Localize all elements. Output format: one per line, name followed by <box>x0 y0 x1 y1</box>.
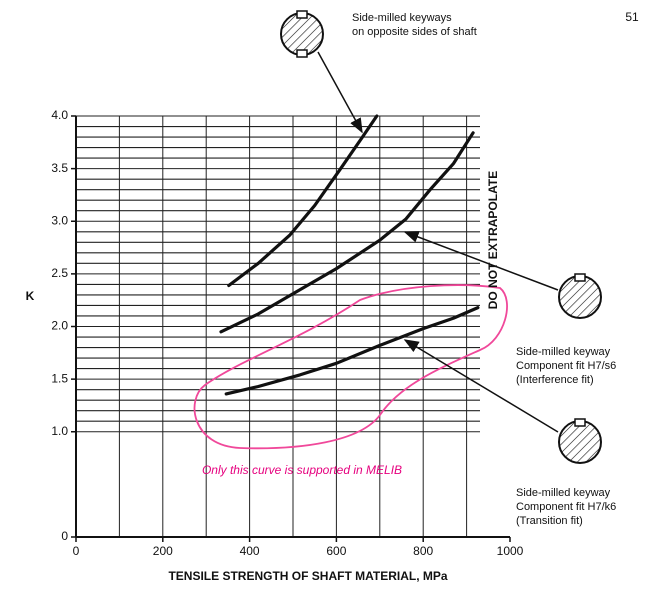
y-tick-label: 3.0 <box>51 213 68 227</box>
y-tick-label: 0 <box>61 529 68 543</box>
y-axis-label: K <box>26 289 35 303</box>
annotation: Component fit H7/k6 <box>516 501 616 513</box>
annotation: Side-milled keyways <box>352 12 452 24</box>
plot-area: 0 200 400 600 800 1000 0 1.0 1.5 2.0 2.5 3.0 3.5 4.0 <box>51 108 523 558</box>
annotation: Side-milled keyway <box>516 346 611 358</box>
arrow <box>403 339 559 433</box>
y-tick-label: 1.0 <box>51 424 68 438</box>
y-tick-label: 4.0 <box>51 108 68 122</box>
keyway-icon <box>558 273 602 319</box>
annotation: (Transition fit) <box>516 515 583 527</box>
x-tick-label: 0 <box>73 544 80 558</box>
annotation: Only this curve is supported in MELIB <box>202 463 402 477</box>
annotation: on opposite sides of shaft <box>352 26 477 38</box>
curve <box>227 114 379 288</box>
highlight-outline <box>193 284 508 450</box>
y-tick-label: 3.5 <box>51 161 68 175</box>
annotation: Side-milled keyway <box>516 487 611 499</box>
x-tick-label: 800 <box>413 544 433 558</box>
curve <box>219 131 475 334</box>
keyway-icon <box>280 10 324 58</box>
annotation: DO NOT EXTRAPOLATE <box>486 171 500 309</box>
y-tick-label: 2.0 <box>51 319 68 333</box>
x-tick-label: 400 <box>240 544 260 558</box>
keyway-icon <box>558 418 602 464</box>
y-tick-label: 1.5 <box>51 371 68 385</box>
y-tick-label: 2.5 <box>51 266 68 280</box>
annotation: (Interference fit) <box>516 374 594 386</box>
annotation: Component fit H7/s6 <box>516 360 616 372</box>
x-tick-label: 600 <box>326 544 346 558</box>
x-axis-label: TENSILE STRENGTH OF SHAFT MATERIAL, MPa <box>168 569 447 583</box>
arrow <box>403 231 559 291</box>
x-tick-label: 1000 <box>497 544 524 558</box>
curve <box>224 306 480 396</box>
x-tick-label: 200 <box>153 544 173 558</box>
arrow <box>317 51 363 134</box>
page-number: 51 <box>625 10 639 24</box>
